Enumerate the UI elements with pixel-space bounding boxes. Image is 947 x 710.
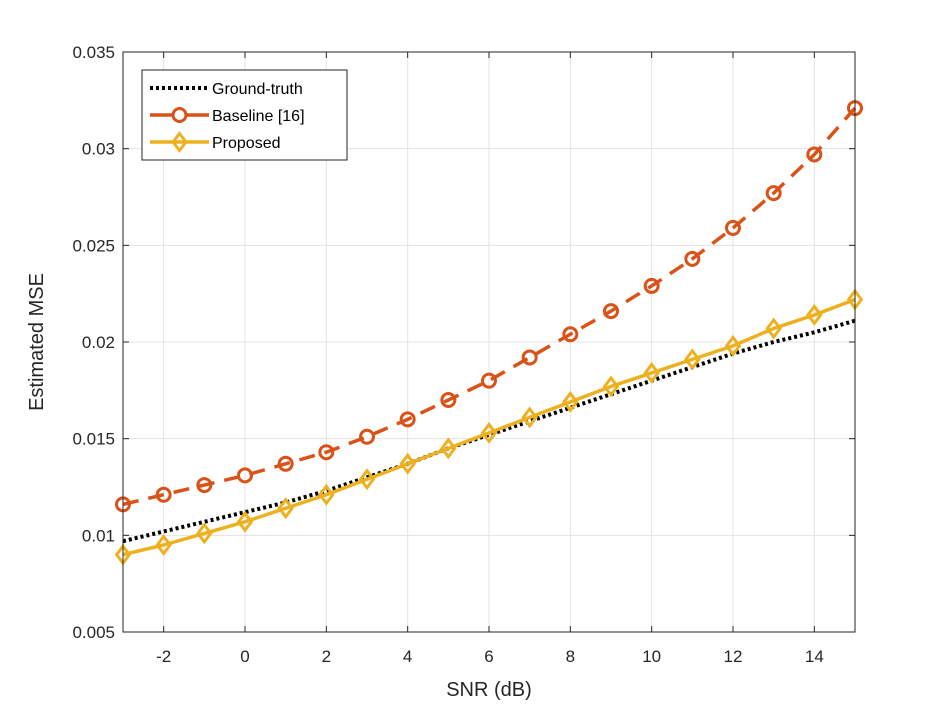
data-point-baseline-16: [643, 277, 660, 294]
y-tick-label: 0.03: [82, 140, 115, 159]
data-point-baseline-16: [562, 326, 579, 343]
data-point-baseline-16: [237, 467, 253, 484]
data-point-baseline-16: [318, 444, 335, 461]
x-tick-label: 8: [566, 647, 575, 666]
y-tick-label: 0.02: [82, 333, 115, 352]
data-point-proposed: [399, 452, 416, 475]
series-line-proposed: [122, 297, 856, 557]
data-point-proposed: [765, 317, 782, 340]
data-point-baseline-16: [684, 250, 701, 267]
data-point-proposed: [684, 348, 701, 371]
data-point-baseline-16: [725, 219, 741, 236]
x-tick-label: 0: [240, 647, 249, 666]
x-tick-label: -2: [156, 647, 171, 666]
data-point-baseline-16: [481, 372, 497, 389]
data-point-baseline-16: [806, 146, 823, 163]
data-point-proposed: [440, 437, 457, 460]
series-proposed: [114, 288, 864, 566]
series-layer: [114, 100, 864, 566]
data-point-baseline-16: [196, 477, 213, 494]
y-tick-label: 0.015: [72, 430, 115, 449]
y-axis-label: Estimated MSE: [26, 273, 48, 411]
data-point-proposed: [196, 522, 213, 545]
data-point-baseline-16: [440, 392, 457, 408]
data-point-proposed: [155, 534, 172, 556]
data-point-baseline-16: [521, 349, 538, 366]
y-tick-label: 0.01: [82, 526, 115, 545]
data-point-proposed: [358, 468, 376, 491]
data-point-proposed: [318, 483, 335, 506]
data-point-proposed: [521, 406, 538, 429]
y-tick-label: 0.005: [72, 623, 115, 642]
legend-marker-baseline-16: [171, 107, 188, 123]
x-tick-label: 2: [322, 647, 331, 666]
data-point-proposed: [643, 361, 660, 384]
data-point-baseline-16: [155, 486, 172, 503]
x-axis-label: SNR (dB): [446, 679, 532, 701]
y-tick-label: 0.025: [72, 236, 115, 255]
legend-label-ground-truth: Ground-truth: [212, 81, 303, 98]
data-point-proposed: [480, 421, 498, 444]
legend: Ground-truth Baseline [16] Proposed: [141, 69, 348, 161]
data-point-proposed: [236, 510, 254, 533]
data-point-baseline-16: [399, 411, 416, 428]
legend-label-baseline-16: Baseline [16]: [212, 108, 305, 125]
y-tick-label: 0.035: [72, 43, 115, 62]
ticks: -2 0 2 4 6 8 10 12 14 0.005 0.01 0.015 0.02 0.025 0.03…: [72, 43, 855, 666]
data-point-proposed: [806, 303, 823, 326]
data-point-proposed: [724, 334, 742, 357]
x-tick-label: 10: [642, 647, 661, 666]
legend-label-proposed: Proposed: [212, 135, 281, 152]
series-baseline-16: [115, 100, 863, 513]
data-point-proposed: [602, 375, 620, 398]
data-point-proposed: [562, 390, 579, 413]
x-tick-label: 12: [724, 647, 743, 666]
data-point-baseline-16: [603, 303, 619, 320]
x-tick-label: 4: [403, 647, 412, 666]
data-point-baseline-16: [765, 185, 782, 202]
data-point-baseline-16: [359, 428, 375, 445]
legend-marker-proposed: [171, 131, 188, 153]
data-point-proposed: [277, 497, 294, 520]
x-tick-label: 6: [484, 647, 493, 666]
x-tick-label: 14: [805, 647, 824, 666]
data-point-baseline-16: [277, 455, 294, 472]
